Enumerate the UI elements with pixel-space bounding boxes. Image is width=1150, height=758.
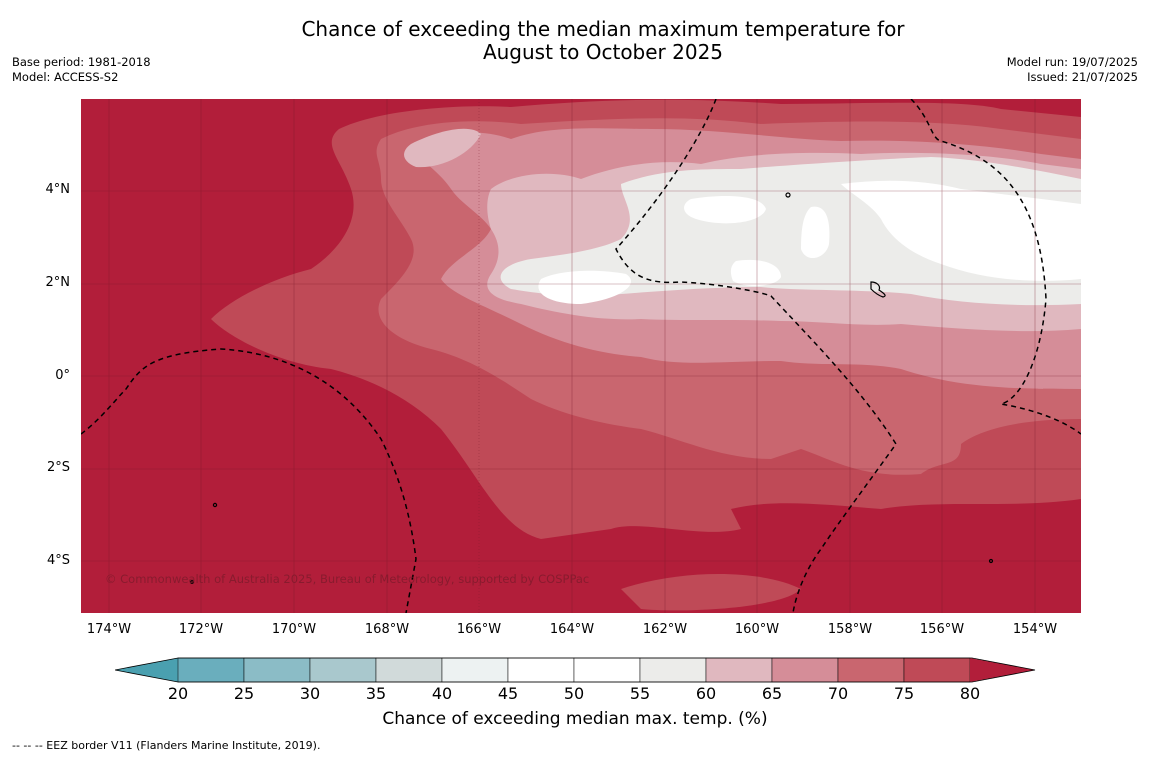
- lat-label-0: 0°: [55, 368, 70, 383]
- lon-label-172w: 172°W: [178, 622, 224, 637]
- colorbar-tick-75: 75: [893, 684, 915, 703]
- lon-label-160w: 160°W: [734, 622, 780, 637]
- graticule: [81, 99, 1081, 613]
- colorbar-tick-80: 80: [959, 684, 981, 703]
- islands: [190, 192, 994, 584]
- base-period: Base period: 1981-2018: [12, 55, 151, 69]
- lat-label-2s: 2°S: [46, 460, 70, 475]
- colorbar-tick-35: 35: [365, 684, 387, 703]
- colorbar-segment: [705, 657, 773, 683]
- colorbar-tick-20: 20: [167, 684, 189, 703]
- colorbar-segment: [639, 657, 707, 683]
- contour-50-c: [684, 196, 766, 224]
- colorbar-frame: [114, 657, 1036, 683]
- lon-label-154w: 154°W: [1012, 622, 1058, 637]
- meta-left: Base period: 1981-2018 Model: ACCESS-S2: [12, 55, 151, 85]
- colorbar-tick-45: 45: [497, 684, 519, 703]
- lon-label-168w: 168°W: [364, 622, 410, 637]
- lon-label-158w: 158°W: [827, 622, 873, 637]
- colorbar: [114, 656, 1037, 688]
- lat-label-2n: 2°N: [45, 275, 71, 290]
- contour-65-pocket: [404, 128, 481, 168]
- colorbar-label: Chance of exceeding median max. temp. (%…: [382, 709, 768, 729]
- colorbar-svg: [114, 657, 1036, 683]
- lon-label-164w: 164°W: [549, 622, 595, 637]
- colorbar-tick-65: 65: [761, 684, 783, 703]
- model-run: Model run: 19/07/2025: [1006, 55, 1138, 69]
- map-credit: © Commonwealth of Australia 2025, Bureau…: [105, 572, 590, 586]
- lon-label-166w: 166°W: [456, 622, 502, 637]
- colorbar-tick-25: 25: [233, 684, 255, 703]
- colorbar-segment: [507, 657, 575, 683]
- lon-label-170w: 170°W: [271, 622, 317, 637]
- colorbar-segments: [115, 657, 1035, 683]
- map-panel: [81, 99, 1081, 613]
- contour-50-e: [730, 259, 781, 286]
- colorbar-tick-30: 30: [299, 684, 321, 703]
- colorbar-segment: [903, 657, 971, 683]
- colorbar-extend-high: [970, 658, 1035, 682]
- lat-label-4n: 4°N: [45, 182, 71, 197]
- colorbar-segment: [177, 657, 245, 683]
- colorbar-segment: [243, 657, 311, 683]
- lon-label-174w: 174°W: [86, 622, 132, 637]
- colorbar-segment: [837, 657, 905, 683]
- colorbar-segment: [573, 657, 641, 683]
- contour-75-south: [621, 574, 801, 611]
- lat-label-4s: 4°S: [46, 553, 70, 568]
- lon-label-156w: 156°W: [919, 622, 965, 637]
- map-title: Chance of exceeding the median maximum t…: [0, 18, 1150, 64]
- eez-footnote: -- -- -- EEZ border V11 (Flanders Marine…: [12, 739, 321, 752]
- colorbar-segment: [375, 657, 443, 683]
- colorbar-tick-55: 55: [629, 684, 651, 703]
- colorbar-segment: [771, 657, 839, 683]
- colorbar-segment: [441, 657, 509, 683]
- title-line-1: Chance of exceeding the median maximum t…: [301, 17, 905, 41]
- meta-right: Model run: 19/07/2025 Issued: 21/07/2025: [1007, 55, 1138, 85]
- contour-50-d: [801, 206, 830, 259]
- title-line-2: August to October 2025: [482, 40, 724, 64]
- contour-50-b: [538, 270, 631, 304]
- colorbar-tick-50: 50: [563, 684, 585, 703]
- eez-borders: [81, 99, 1081, 613]
- issued-date: Issued: 21/07/2025: [1027, 70, 1138, 84]
- contour-50-a: [841, 180, 1081, 281]
- colorbar-tick-70: 70: [827, 684, 849, 703]
- colorbar-segment: [309, 657, 377, 683]
- colorbar-tick-40: 40: [431, 684, 453, 703]
- model-name: Model: ACCESS-S2: [12, 70, 119, 84]
- colorbar-extend-low: [115, 658, 178, 682]
- probability-map: [81, 99, 1081, 613]
- lon-label-162w: 162°W: [642, 622, 688, 637]
- colorbar-tick-60: 60: [695, 684, 717, 703]
